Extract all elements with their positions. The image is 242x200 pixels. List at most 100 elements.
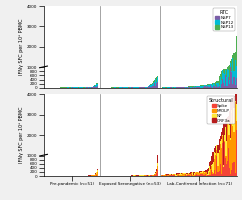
Bar xyxy=(192,172,193,175)
Bar xyxy=(232,124,234,126)
Bar xyxy=(64,87,65,88)
Bar xyxy=(206,87,207,88)
Bar xyxy=(207,174,208,175)
Bar xyxy=(119,87,120,88)
Bar xyxy=(210,85,211,88)
Bar xyxy=(216,150,218,156)
Bar xyxy=(97,169,98,170)
Bar xyxy=(209,84,210,85)
Bar xyxy=(208,171,209,175)
Bar xyxy=(194,172,195,173)
Bar xyxy=(214,83,215,84)
Bar xyxy=(200,173,202,174)
Bar xyxy=(219,136,221,141)
Bar xyxy=(226,164,227,176)
Bar xyxy=(172,175,173,176)
Bar xyxy=(222,135,223,136)
Bar xyxy=(219,77,221,88)
Bar xyxy=(203,175,204,176)
Bar xyxy=(191,173,192,174)
Bar xyxy=(188,175,189,176)
Bar xyxy=(92,175,93,176)
Bar xyxy=(231,59,232,71)
Bar xyxy=(215,87,216,88)
Bar xyxy=(226,141,227,156)
Bar xyxy=(170,87,171,88)
Bar xyxy=(197,172,198,175)
Bar xyxy=(157,82,158,88)
Bar xyxy=(179,87,180,88)
Bar xyxy=(196,86,197,87)
Bar xyxy=(81,87,82,88)
Bar xyxy=(190,87,191,88)
Bar xyxy=(178,87,179,88)
Bar xyxy=(210,175,211,176)
Bar xyxy=(224,86,225,88)
Bar xyxy=(181,175,182,176)
Bar xyxy=(234,60,235,85)
Bar xyxy=(178,174,179,175)
Bar xyxy=(187,174,188,175)
Bar xyxy=(231,170,232,176)
Bar xyxy=(192,86,193,87)
Bar xyxy=(204,175,205,176)
Bar xyxy=(204,86,205,88)
Bar xyxy=(144,175,145,176)
Bar xyxy=(95,87,96,88)
Bar xyxy=(225,121,226,127)
Bar xyxy=(211,156,212,165)
Bar xyxy=(224,142,225,176)
Bar xyxy=(167,174,168,175)
Bar xyxy=(125,87,126,88)
Bar xyxy=(216,156,218,176)
Bar xyxy=(229,80,230,84)
Bar xyxy=(156,77,157,82)
Legend: Spike, M/OLP, NP, ORF3a: Spike, M/OLP, NP, ORF3a xyxy=(207,96,235,124)
Y-axis label: IFNγ SFC per 10⁶ PBMC: IFNγ SFC per 10⁶ PBMC xyxy=(19,107,24,163)
Bar xyxy=(170,175,171,176)
Bar xyxy=(97,86,98,88)
Bar xyxy=(96,175,97,176)
Bar xyxy=(146,175,147,176)
Bar xyxy=(219,74,221,77)
Bar xyxy=(210,84,211,85)
Bar xyxy=(205,172,206,174)
Bar xyxy=(193,86,194,87)
Bar xyxy=(189,175,190,176)
Bar xyxy=(155,175,156,176)
Bar xyxy=(205,86,206,88)
Bar xyxy=(205,85,206,86)
Bar xyxy=(216,145,218,150)
Bar xyxy=(209,85,210,87)
Bar xyxy=(128,87,129,88)
Bar xyxy=(230,174,231,176)
Bar xyxy=(155,79,156,86)
Bar xyxy=(227,120,228,121)
Bar xyxy=(214,170,215,176)
Bar xyxy=(155,173,156,174)
Bar xyxy=(235,36,237,66)
Bar xyxy=(214,84,215,86)
Bar xyxy=(78,87,79,88)
Bar xyxy=(164,87,165,88)
Bar xyxy=(225,75,226,88)
Bar xyxy=(203,171,204,175)
Bar xyxy=(191,174,192,176)
Bar xyxy=(222,128,223,135)
Bar xyxy=(135,87,136,88)
Bar xyxy=(214,152,215,159)
Bar xyxy=(205,170,206,172)
Bar xyxy=(211,84,212,87)
Bar xyxy=(71,87,72,88)
Bar xyxy=(235,130,237,176)
Bar xyxy=(154,82,155,83)
Bar xyxy=(165,174,166,176)
Bar xyxy=(199,87,200,88)
Bar xyxy=(206,86,207,87)
Bar xyxy=(206,85,207,86)
Bar xyxy=(77,87,78,88)
Bar xyxy=(97,170,98,172)
Bar xyxy=(218,153,219,166)
Bar xyxy=(202,86,203,88)
Bar xyxy=(215,82,216,86)
